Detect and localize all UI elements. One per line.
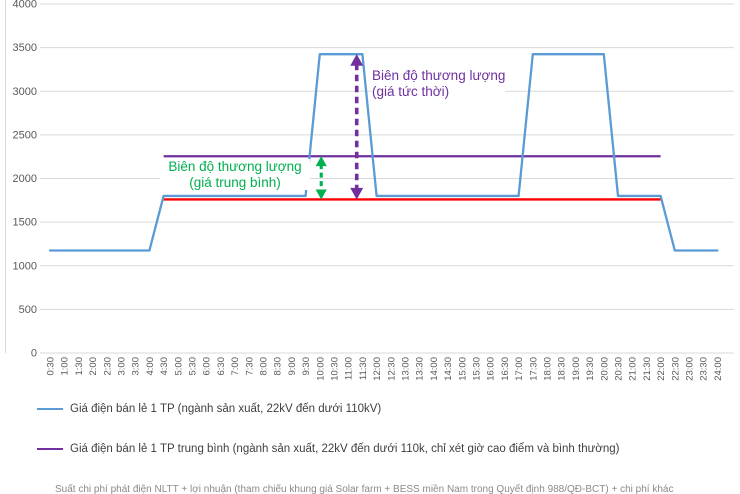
- x-tick-label: 10:30: [330, 357, 341, 381]
- x-tick-label: 16:00: [486, 357, 497, 381]
- x-tick-label: 12:00: [372, 357, 383, 381]
- x-tick-label: 19:00: [571, 357, 582, 381]
- x-tick-label: 14:30: [443, 357, 454, 381]
- avg-range-arrow-head-bottom: [315, 189, 327, 200]
- x-tick-label: 17:30: [528, 357, 539, 381]
- annotation-instant-range: Biên độ thương lượng (giá tức thời): [372, 68, 506, 99]
- x-tick-label: 7:30: [244, 357, 255, 376]
- legend-item-cost-baseline-clipped: Suất chi phí phát điện NLTT + lợi nhuận …: [55, 484, 674, 494]
- y-tick-label: 3000: [13, 86, 37, 98]
- y-tick-label: 3500: [13, 42, 37, 54]
- legend-swatch-average-price: [37, 448, 63, 450]
- x-tick-label: 22:00: [656, 357, 667, 381]
- x-tick-label: 18:30: [557, 357, 568, 381]
- x-tick-label: 3:30: [131, 357, 142, 376]
- y-tick-label: 4000: [13, 0, 37, 11]
- x-tick-label: 11:30: [358, 357, 369, 380]
- x-tick-label: 6:30: [216, 357, 227, 376]
- x-tick-label: 18:00: [543, 357, 554, 381]
- x-tick-label: 23:00: [685, 357, 696, 381]
- x-tick-label: 16:30: [500, 357, 511, 381]
- x-tick-label: 13:00: [401, 357, 412, 381]
- x-tick-label: 11:00: [344, 357, 355, 380]
- y-tick-label: 500: [19, 304, 37, 316]
- y-tick-label: 1500: [13, 217, 37, 229]
- x-tick-label: 9:00: [287, 357, 298, 376]
- y-tick-label: 2500: [13, 129, 37, 141]
- x-tick-label: 24:00: [713, 357, 724, 381]
- x-tick-label: 20:00: [599, 357, 610, 381]
- annotation-avg-range-line1: Biên độ thương lượng: [168, 159, 302, 174]
- instant-range-arrow-head-top: [350, 54, 364, 66]
- x-tick-label: 21:30: [642, 357, 653, 381]
- x-tick-label: 3:00: [117, 357, 128, 376]
- x-tick-label: 5:30: [188, 357, 199, 376]
- x-tick-label: 21:00: [628, 357, 639, 381]
- x-tick-label: 0:30: [46, 357, 57, 376]
- x-tick-label: 23:30: [699, 357, 710, 381]
- x-tick-label: 12:30: [386, 357, 397, 381]
- x-tick-label: 14:00: [429, 357, 440, 381]
- x-tick-label: 22:30: [670, 357, 681, 381]
- legend-item-average-price: Giá điện bán lẻ 1 TP trung bình (ngành s…: [37, 443, 619, 455]
- price-series-line: [48, 53, 719, 252]
- legend-swatch-retail-price: [37, 408, 63, 410]
- x-tick-label: 9:30: [301, 357, 312, 376]
- x-tick-label: 4:00: [145, 357, 156, 376]
- instant-range-arrow-head-bottom: [350, 187, 364, 200]
- y-tick-label: 1000: [13, 260, 37, 272]
- x-tick-label: 1:00: [60, 357, 71, 376]
- y-tick-label: 0: [31, 348, 37, 360]
- x-tick-label: 17:00: [514, 357, 525, 381]
- x-tick-label: 15:00: [457, 357, 468, 381]
- x-tick-label: 19:30: [585, 357, 596, 381]
- x-tick-label: 6:00: [202, 357, 213, 376]
- annotation-instant-range-line2: (giá tức thời): [372, 83, 450, 99]
- x-tick-label: 8:00: [259, 357, 270, 376]
- x-tick-label: 13:30: [415, 357, 426, 381]
- x-tick-label: 10:00: [315, 357, 326, 381]
- x-tick-label: 1:30: [74, 357, 85, 376]
- x-tick-label: 4:30: [159, 357, 170, 376]
- annotation-avg-range: Biên độ thương lượng (giá trung bình): [160, 159, 310, 190]
- y-tick-label: 2000: [13, 173, 37, 185]
- avg-range-arrow-head-top: [315, 156, 327, 167]
- annotation-avg-range-line2: (giá trung bình): [189, 174, 281, 190]
- x-tick-label: 7:00: [230, 357, 241, 376]
- legend-item-retail-price: Giá điện bán lẻ 1 TP (ngành sản xuất, 22…: [37, 403, 381, 415]
- x-tick-label: 15:30: [472, 357, 483, 381]
- x-tick-label: 8:30: [273, 357, 284, 376]
- plot-area: 0 500 1000 1500 2000 2500 3000 3500 4000 0:30 1:00…: [5, 0, 734, 381]
- x-tick-label: 2:30: [102, 357, 113, 376]
- x-tick-label: 2:00: [88, 357, 99, 376]
- x-tick-label: 20:30: [614, 357, 625, 381]
- x-tick-label: 5:00: [173, 357, 184, 376]
- annotation-instant-range-line1: Biên độ thương lượng: [372, 68, 506, 83]
- legend-label-average-price: Giá điện bán lẻ 1 TP trung bình (ngành s…: [70, 443, 620, 455]
- legend-label-retail-price: Giá điện bán lẻ 1 TP (ngành sản xuất, 22…: [70, 403, 382, 415]
